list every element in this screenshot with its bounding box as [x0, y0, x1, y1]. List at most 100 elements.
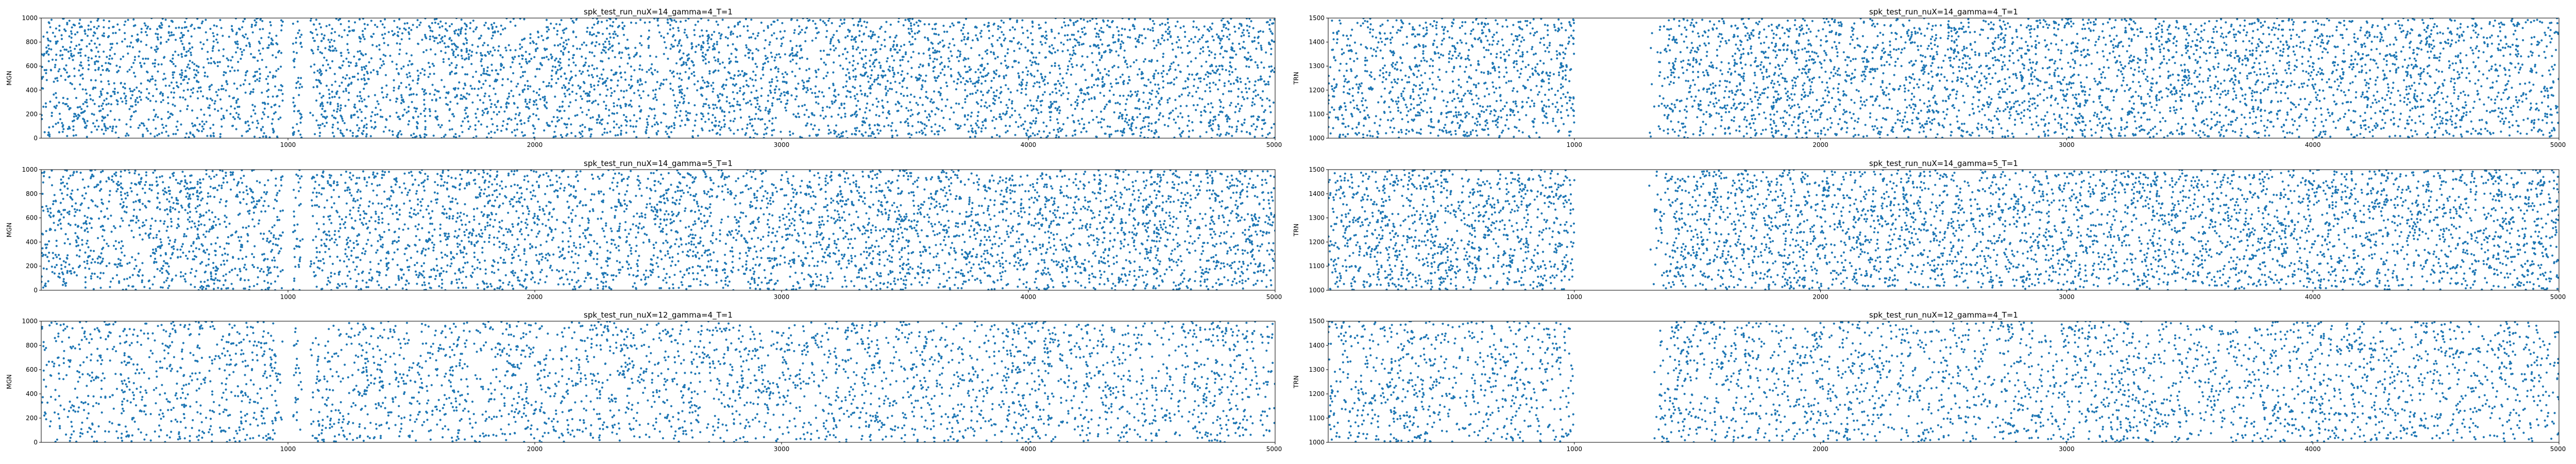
x-tick-label: 1000 — [1567, 293, 1583, 301]
x-tick-label: 2000 — [1812, 293, 1828, 301]
x-tick-label: 1000 — [280, 445, 296, 453]
x-tick-label: 3000 — [2059, 293, 2075, 301]
y-tick-label: 0 — [33, 439, 38, 446]
x-tick-label: 1000 — [280, 293, 296, 301]
x-tick-label: 4000 — [2305, 293, 2321, 301]
y-tick-label: 1100 — [1309, 415, 1325, 422]
y-tick-label: 0 — [33, 135, 38, 142]
y-tick-label: 200 — [26, 415, 38, 422]
x-tick-label: 5000 — [1266, 293, 1282, 301]
x-tick-label: 4000 — [2305, 141, 2321, 148]
y-axis-label: MGN — [6, 71, 13, 86]
subplot-1: 1000 2000 3000 4000 5000 0 200 400 600 800 1000 MGN… — [6, 7, 1282, 148]
y-tick-label: 1000 — [1309, 287, 1325, 294]
y-tick-label: 1000 — [1309, 135, 1325, 142]
x-tick-label: 1000 — [280, 141, 296, 148]
y-tick-label: 400 — [26, 87, 38, 94]
x-tick-label: 5000 — [2550, 445, 2566, 453]
y-tick-label: 1000 — [22, 14, 38, 22]
y-tick-label: 0 — [33, 287, 38, 294]
y-tick-label: 1500 — [1309, 166, 1325, 173]
y-tick-label: 600 — [26, 62, 38, 70]
axes-frame — [41, 321, 1276, 443]
y-axis-label: TRN — [1293, 224, 1300, 237]
spike-points — [1328, 321, 2559, 442]
x-tick-label: 5000 — [1266, 445, 1282, 453]
y-tick-label: 1300 — [1309, 366, 1325, 373]
subplot-2: 1000 2000 3000 4000 5000 1000 1100 1200 1300 1400… — [1293, 7, 2566, 148]
x-tick-label: 3000 — [774, 293, 790, 301]
y-tick-label: 600 — [26, 214, 38, 222]
x-tick-label: 5000 — [1266, 141, 1282, 148]
x-tick-label: 3000 — [774, 141, 790, 148]
y-tick-label: 800 — [26, 190, 38, 197]
y-tick-label: 400 — [26, 238, 38, 245]
x-tick-label: 4000 — [1021, 445, 1037, 453]
y-tick-label: 1000 — [22, 318, 38, 325]
axes-frame — [1328, 169, 2560, 291]
y-tick-label: 1500 — [1309, 14, 1325, 22]
y-tick-label: 1000 — [22, 166, 38, 173]
subplot-title: spk_test_run_nuX=12_gamma=4_T=1 — [1869, 310, 2018, 320]
spike-points — [41, 321, 1275, 442]
axes-frame — [1328, 321, 2560, 443]
x-tick-label: 4000 — [1021, 141, 1037, 148]
subplot-5: 1000 2000 3000 4000 5000 0 200 400 600 800 1000 MGN… — [6, 310, 1282, 453]
x-tick-label: 2000 — [1812, 445, 1828, 453]
x-tick-label: 3000 — [774, 445, 790, 453]
y-tick-label: 1200 — [1309, 87, 1325, 94]
y-tick-label: 1400 — [1309, 342, 1325, 349]
y-tick-label: 800 — [26, 39, 38, 46]
axes-frame — [1328, 18, 2560, 139]
subplot-4: 1000 2000 3000 4000 5000 1000 1100 1200 1300 1400… — [1293, 159, 2566, 301]
spike-markers — [1328, 321, 2559, 442]
y-axis-label: MGN — [6, 374, 13, 389]
y-tick-label: 400 — [26, 390, 38, 397]
subplot-3: 1000 2000 3000 4000 5000 0 200 400 600 800 1000 MGN… — [6, 159, 1282, 301]
x-tick-label: 2000 — [527, 445, 543, 453]
subplot-title: spk_test_run_nuX=14_gamma=4_T=1 — [584, 7, 733, 17]
spike-points — [1328, 170, 2559, 290]
y-tick-label: 1100 — [1309, 262, 1325, 270]
y-tick-label: 1400 — [1309, 190, 1325, 197]
x-tick-label: 3000 — [2059, 445, 2075, 453]
spike-points — [41, 18, 1275, 138]
y-axis-label: MGN — [6, 223, 13, 238]
y-tick-label: 600 — [26, 366, 38, 373]
y-tick-label: 1500 — [1309, 318, 1325, 325]
x-tick-label: 2000 — [527, 293, 543, 301]
x-tick-label: 1000 — [1567, 141, 1583, 148]
spike-markers — [1328, 170, 2559, 290]
spike-points — [1328, 18, 2559, 138]
y-tick-label: 1100 — [1309, 110, 1325, 118]
x-tick-label: 3000 — [2059, 141, 2075, 148]
axes-frame — [41, 18, 1276, 139]
y-tick-label: 1200 — [1309, 238, 1325, 245]
subplot-6: 1000 2000 3000 4000 5000 1000 1100 1200 1300 1400… — [1293, 310, 2566, 453]
subplot-title: spk_test_run_nuX=14_gamma=4_T=1 — [1869, 7, 2018, 17]
y-tick-label: 800 — [26, 342, 38, 349]
y-tick-label: 1300 — [1309, 214, 1325, 222]
x-tick-label: 5000 — [2550, 293, 2566, 301]
y-tick-label: 200 — [26, 262, 38, 270]
y-tick-label: 200 — [26, 110, 38, 118]
x-tick-label: 2000 — [1812, 141, 1828, 148]
subplot-title: spk_test_run_nuX=14_gamma=5_T=1 — [584, 159, 733, 169]
spike-markers — [41, 170, 1275, 290]
y-axis-label: TRN — [1293, 72, 1300, 85]
x-tick-label: 4000 — [2305, 445, 2321, 453]
x-tick-label: 1000 — [1567, 445, 1583, 453]
x-tick-label: 4000 — [1021, 293, 1037, 301]
spike-markers — [41, 18, 1275, 138]
y-tick-label: 1000 — [1309, 439, 1325, 446]
y-axis-label: TRN — [1293, 375, 1300, 389]
x-tick-label: 2000 — [527, 141, 543, 148]
spike-markers — [41, 321, 1275, 442]
y-tick-label: 1400 — [1309, 39, 1325, 46]
spike-points — [41, 170, 1275, 290]
x-tick-label: 5000 — [2550, 141, 2566, 148]
axes-frame — [41, 169, 1276, 291]
spike-markers — [1328, 18, 2559, 138]
